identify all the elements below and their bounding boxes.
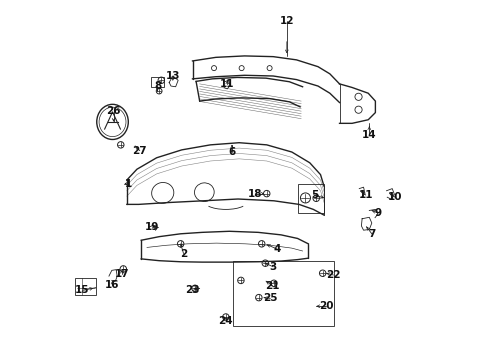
Text: 16: 16 xyxy=(105,280,120,290)
Text: 25: 25 xyxy=(263,293,277,303)
Text: 10: 10 xyxy=(387,192,402,202)
Text: 12: 12 xyxy=(279,17,293,27)
Text: 4: 4 xyxy=(272,244,280,254)
Text: 13: 13 xyxy=(166,71,181,81)
Text: 20: 20 xyxy=(318,301,333,311)
Bar xyxy=(150,77,164,87)
Text: 11: 11 xyxy=(358,190,372,200)
Text: 1: 1 xyxy=(124,179,131,189)
Text: 7: 7 xyxy=(367,229,375,239)
Text: 26: 26 xyxy=(106,106,121,116)
Text: 22: 22 xyxy=(325,270,340,280)
Text: 17: 17 xyxy=(114,269,129,279)
Bar xyxy=(297,184,324,213)
Text: 3: 3 xyxy=(269,262,276,272)
Text: 21: 21 xyxy=(264,281,279,291)
Text: 18: 18 xyxy=(247,189,262,199)
Text: 27: 27 xyxy=(132,145,147,156)
Text: 24: 24 xyxy=(218,316,233,325)
Text: 9: 9 xyxy=(374,208,381,218)
Text: 5: 5 xyxy=(310,190,317,200)
Bar xyxy=(233,261,333,326)
Text: 11: 11 xyxy=(220,79,234,89)
Text: 14: 14 xyxy=(361,130,376,140)
Text: 2: 2 xyxy=(180,248,187,258)
Text: 15: 15 xyxy=(75,285,89,296)
Text: 8: 8 xyxy=(154,81,161,91)
Bar xyxy=(75,278,96,296)
Text: 23: 23 xyxy=(185,285,199,296)
Text: 19: 19 xyxy=(144,222,159,232)
Text: 6: 6 xyxy=(228,147,235,157)
